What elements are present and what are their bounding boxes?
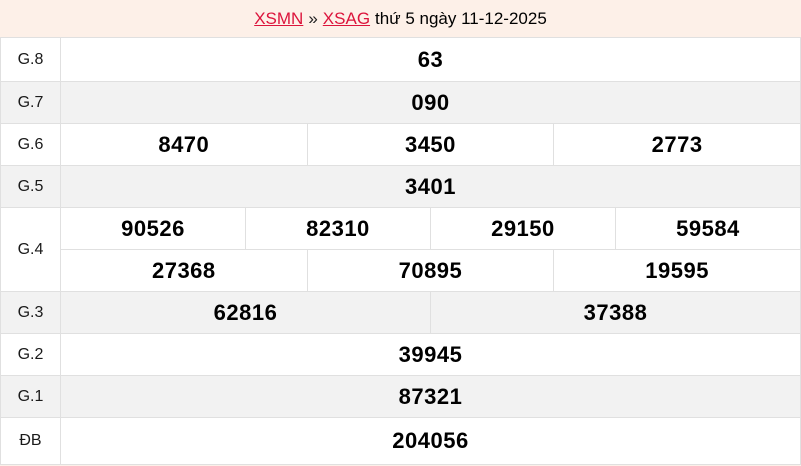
prize-label-g5: G.5	[0, 165, 61, 208]
prize-row-g2: G.2 39945	[0, 333, 801, 376]
prize-value-g4-1: 90526	[60, 207, 246, 250]
prize-value-g4-2: 82310	[244, 207, 431, 250]
prize-label-g6: G.6	[0, 123, 61, 166]
prize-row-g7: G.7 090	[0, 81, 801, 124]
prize-row-g8: G.8 63	[0, 37, 801, 82]
prize-value-g2: 39945	[60, 333, 801, 376]
prize-value-g6-2: 3450	[306, 123, 555, 166]
prize-row-g5: G.5 3401	[0, 165, 801, 208]
prize-value-g3-1: 62816	[60, 291, 431, 334]
prize-label-g4: G.4	[0, 207, 61, 292]
prize-value-g8: 63	[60, 37, 801, 82]
prize-label-db: ĐB	[0, 417, 61, 465]
prize-label-g2: G.2	[0, 333, 61, 376]
prize-value-g7: 090	[60, 81, 801, 124]
prize-row-g4-line2: 27368 70895 19595	[1, 249, 801, 292]
prize-value-g4-7: 19595	[553, 249, 801, 292]
prize-row-g3: G.3 62816 37388	[0, 291, 801, 334]
prize-label-g1: G.1	[0, 375, 61, 418]
prize-label-g7: G.7	[0, 81, 61, 124]
breadcrumb-separator: »	[308, 8, 318, 28]
prize-value-g1: 87321	[60, 375, 801, 418]
prize-value-g5: 3401	[60, 165, 801, 208]
prize-row-g1: G.1 87321	[0, 375, 801, 418]
prize-label-g3: G.3	[0, 291, 61, 334]
prize-value-g4-6: 70895	[306, 249, 555, 292]
prize-value-g4-4: 59584	[614, 207, 801, 250]
lottery-results-table: G.8 63 G.7 090 G.6 8470 3450 2773 G.5 34…	[0, 37, 801, 465]
prize-value-g6-3: 2773	[553, 123, 801, 166]
prize-row-g4-line1: G.4 90526 82310 29150 59584	[0, 207, 801, 292]
province-link-xsag[interactable]: XSAG	[322, 8, 371, 28]
prize-value-db: 204056	[60, 417, 801, 465]
breadcrumb: XSMN » XSAG thứ 5 ngày 11-12-2025	[0, 0, 801, 37]
prize-row-db: ĐB 204056	[0, 417, 801, 465]
prize-value-g4-5: 27368	[60, 249, 308, 292]
prize-label-g8: G.8	[0, 37, 61, 82]
prize-value-g4-3: 29150	[429, 207, 616, 250]
prize-value-g6-1: 8470	[60, 123, 308, 166]
region-link-xsmn[interactable]: XSMN	[254, 8, 304, 28]
draw-date-text: thứ 5 ngày 11-12-2025	[375, 8, 547, 28]
prize-value-g3-2: 37388	[429, 291, 801, 334]
prize-row-g6: G.6 8470 3450 2773	[0, 123, 801, 166]
